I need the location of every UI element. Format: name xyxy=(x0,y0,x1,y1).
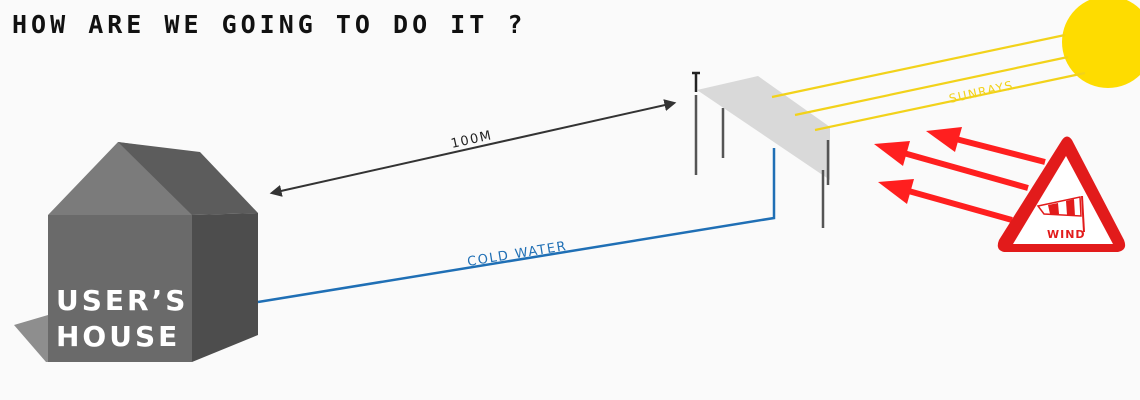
solar-panel xyxy=(692,71,830,228)
house-front-wall xyxy=(48,215,192,362)
sun-icon xyxy=(1062,0,1140,88)
wind-arrows xyxy=(874,127,1046,223)
wind-arrow xyxy=(878,179,1013,223)
page-title: HOW ARE WE GOING TO DO IT ? xyxy=(12,10,527,39)
house-shadow xyxy=(14,315,48,362)
wind-arrow xyxy=(874,141,1029,191)
house-label-line1: USER’S xyxy=(56,284,188,317)
sunray xyxy=(794,55,1069,117)
sun-label: SUNRAYS xyxy=(948,78,1015,106)
wind-warning-sign-icon: WIND xyxy=(997,136,1126,252)
distance-arrow: 100M xyxy=(269,99,677,197)
panel-surface xyxy=(697,76,830,180)
windsock-icon xyxy=(1036,195,1085,233)
house-side-wall xyxy=(192,213,258,362)
sun-group: SUNRAYS xyxy=(771,0,1140,132)
house-label-line2: HOUSE xyxy=(56,320,180,353)
sunray xyxy=(814,71,1086,132)
house-roof-right xyxy=(118,142,258,215)
pipe-label: COLD WATER xyxy=(466,239,568,270)
wind-arrow xyxy=(926,127,1046,165)
sunray xyxy=(771,33,1066,99)
wind-sign-label: WIND xyxy=(1047,228,1086,241)
house: USER’S HOUSE xyxy=(14,142,258,362)
